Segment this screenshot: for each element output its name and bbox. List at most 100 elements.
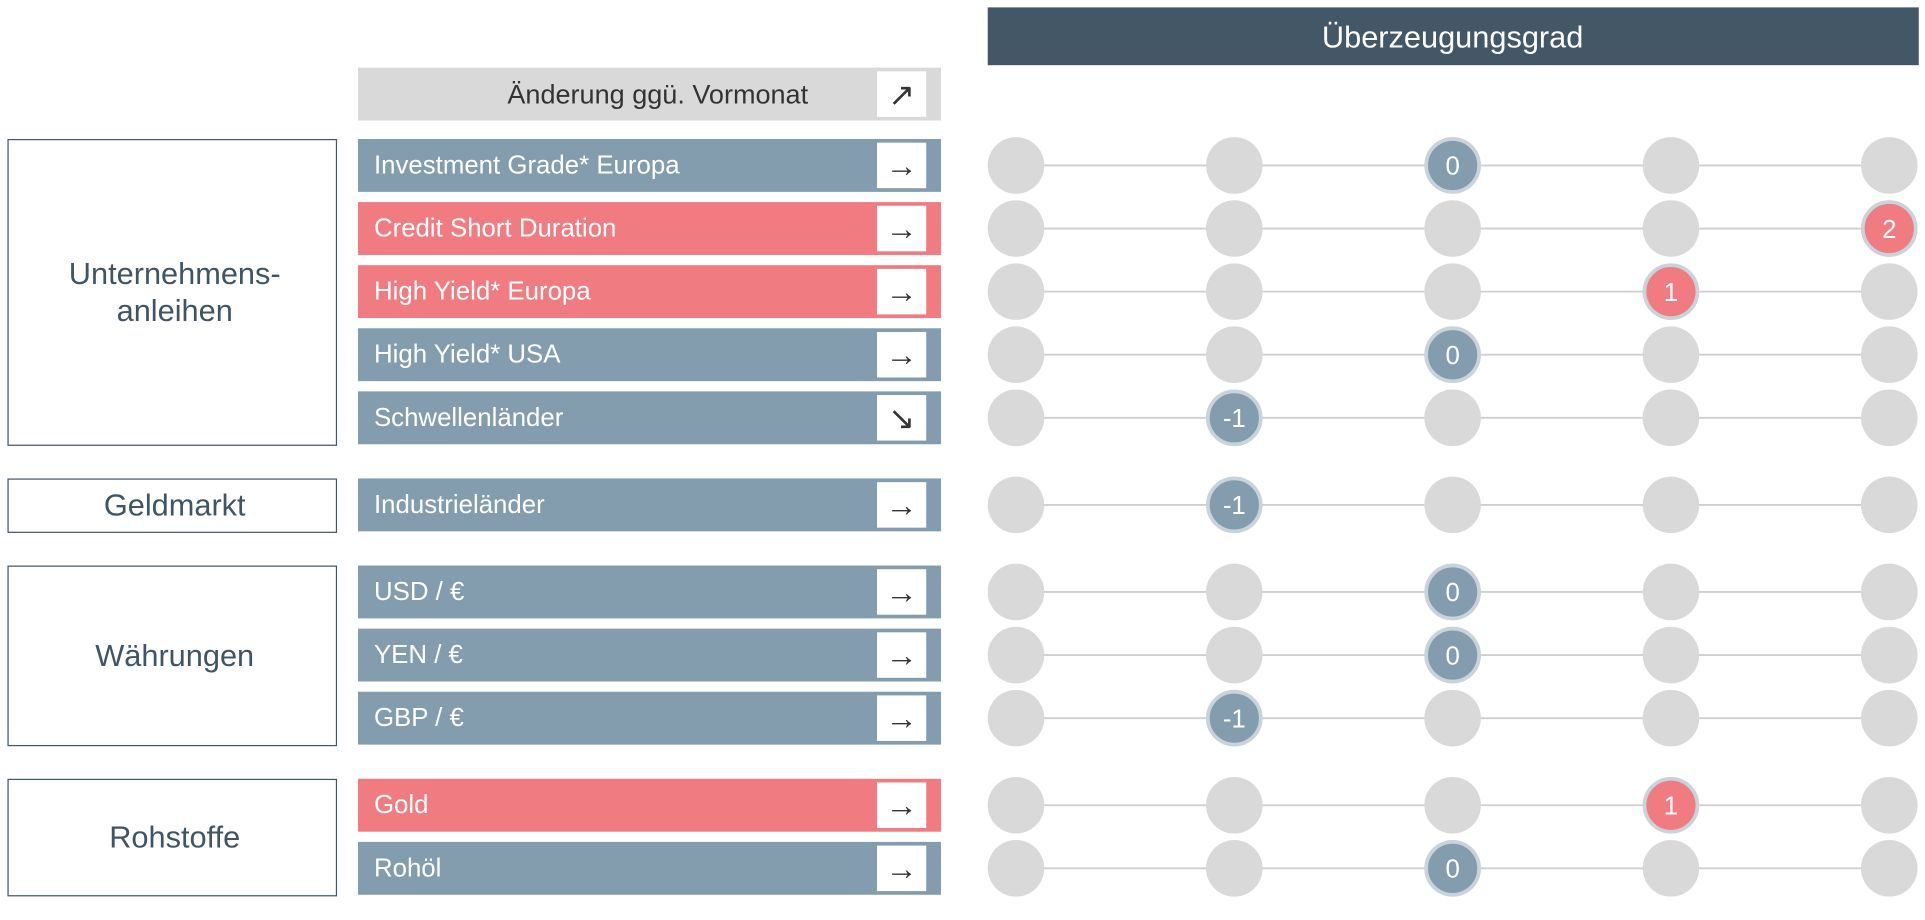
scale-dot xyxy=(1206,137,1263,194)
conviction-dot xyxy=(1206,476,1263,534)
row-name: USD / € xyxy=(374,578,464,606)
scale-dot xyxy=(1206,776,1263,834)
row-bar xyxy=(357,138,941,192)
scale-dot xyxy=(1424,263,1481,320)
change-icon: → xyxy=(886,211,918,247)
scale-dot xyxy=(1642,689,1700,747)
scale-dot xyxy=(987,776,1045,834)
row-bar xyxy=(357,778,941,832)
conviction-value: 0 xyxy=(1445,153,1459,181)
conviction-value: 0 xyxy=(1445,856,1459,884)
conviction-value: 2 xyxy=(1882,216,1896,244)
change-icon: → xyxy=(886,700,918,736)
change-icon-box xyxy=(877,569,927,615)
conviction-value: -1 xyxy=(1223,405,1246,433)
row-name: Gold xyxy=(374,791,429,819)
scale-dot xyxy=(1860,476,1918,534)
scale-dot xyxy=(1206,840,1263,897)
conviction-dot xyxy=(1424,563,1481,621)
scale-dot xyxy=(987,476,1045,534)
scale-dot xyxy=(987,689,1045,747)
scale-dot xyxy=(987,200,1045,257)
conviction-dot xyxy=(1860,200,1918,257)
row-name: High Yield* USA xyxy=(374,341,561,369)
scale-dot xyxy=(1642,840,1700,897)
scale-dot xyxy=(1642,476,1700,534)
row-name: Rohöl xyxy=(374,854,441,882)
scale-dot xyxy=(1206,626,1263,684)
row-name: Investment Grade* Europa xyxy=(374,151,680,179)
row-bar xyxy=(357,565,941,619)
row-bar xyxy=(357,628,941,682)
row-name: YEN / € xyxy=(374,641,463,669)
change-icon: → xyxy=(886,787,918,823)
conviction-value: 0 xyxy=(1445,342,1459,370)
conviction-dot xyxy=(1424,840,1481,897)
conviction-dot xyxy=(1642,263,1700,320)
row-bar xyxy=(357,841,941,895)
row-name: Industrieländer xyxy=(374,491,545,519)
scale-dot xyxy=(1642,200,1700,257)
change-icon: → xyxy=(886,487,918,523)
scale-dot xyxy=(1860,776,1918,834)
scale-dot xyxy=(1424,476,1481,534)
row-bar xyxy=(357,328,941,382)
conviction-value: -1 xyxy=(1223,492,1246,520)
scale-dot xyxy=(1860,326,1918,384)
change-icon-box xyxy=(877,395,927,441)
change-header-bar xyxy=(357,67,941,121)
change-icon: ↘ xyxy=(888,400,915,436)
group-label: Unternehmens- xyxy=(69,256,281,291)
change-icon-box xyxy=(877,71,927,117)
change-icon-box xyxy=(877,782,927,828)
header-bar xyxy=(987,7,1919,66)
scale-dot xyxy=(1860,626,1918,684)
change-header-icon: ↗ xyxy=(888,77,915,113)
scale-dot xyxy=(1206,200,1263,257)
change-icon: → xyxy=(886,574,918,610)
conviction-value: 1 xyxy=(1664,279,1678,307)
conviction-dot xyxy=(1206,689,1263,747)
group-box xyxy=(7,478,338,533)
scale-dot xyxy=(1642,137,1700,194)
change-icon-box xyxy=(877,695,927,741)
row-name: Schwellenländer xyxy=(374,404,564,432)
scale-dot xyxy=(1642,626,1700,684)
scale-dot xyxy=(987,326,1045,384)
scale-dot xyxy=(987,137,1045,194)
group-label: Rohstoffe xyxy=(109,819,240,854)
conviction-dot xyxy=(1206,389,1263,447)
change-header-label: Änderung ggü. Vormonat xyxy=(507,80,808,110)
change-icon: → xyxy=(886,147,918,183)
scale-dot xyxy=(987,563,1045,621)
scale-dot xyxy=(1860,137,1918,194)
scale-dot xyxy=(1860,563,1918,621)
change-icon-box xyxy=(877,845,927,892)
scale-dot xyxy=(1860,840,1918,897)
scale-dot xyxy=(1206,263,1263,320)
scale-dot xyxy=(1642,563,1700,621)
scale-dot xyxy=(1424,200,1481,257)
row-bar xyxy=(357,478,941,532)
group-box xyxy=(7,778,338,897)
row-name: High Yield* Europa xyxy=(374,278,591,306)
conviction-value: 1 xyxy=(1664,792,1678,820)
conviction-dot xyxy=(1424,137,1481,194)
scale-dot xyxy=(1206,326,1263,384)
scale-dot xyxy=(987,626,1045,684)
conviction-value: 0 xyxy=(1445,642,1459,670)
change-icon: → xyxy=(886,850,918,886)
group-label: Geldmarkt xyxy=(104,488,246,523)
change-icon-box xyxy=(877,268,927,315)
change-icon-box xyxy=(877,632,927,678)
row-bar xyxy=(357,691,941,745)
conviction-dot xyxy=(1424,326,1481,384)
change-icon-box xyxy=(877,482,927,528)
row-name: GBP / € xyxy=(374,704,464,732)
scale-dot xyxy=(1424,689,1481,747)
scale-dot xyxy=(987,840,1045,897)
scale-dot xyxy=(1642,326,1700,384)
scale-dot xyxy=(1424,776,1481,834)
